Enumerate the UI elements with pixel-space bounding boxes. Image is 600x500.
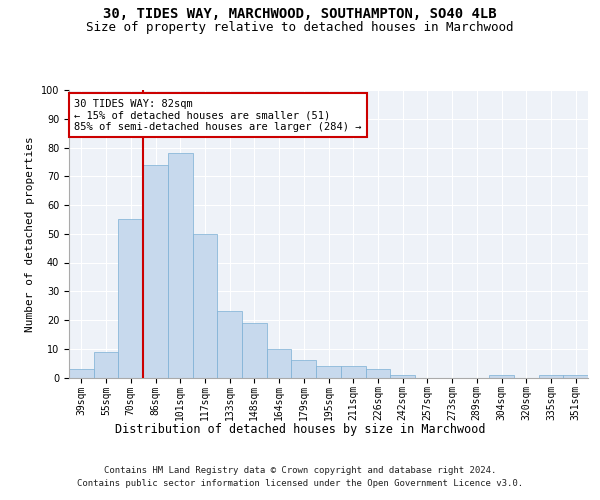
Bar	[316, 366, 341, 378]
Bar	[242, 323, 267, 378]
Bar	[489, 374, 514, 378]
Text: Size of property relative to detached houses in Marchwood: Size of property relative to detached ho…	[86, 21, 514, 34]
Text: Distribution of detached houses by size in Marchwood: Distribution of detached houses by size …	[115, 422, 485, 436]
Bar	[390, 374, 415, 378]
Bar	[267, 349, 292, 378]
Bar	[94, 352, 118, 378]
Text: 30, TIDES WAY, MARCHWOOD, SOUTHAMPTON, SO40 4LB: 30, TIDES WAY, MARCHWOOD, SOUTHAMPTON, S…	[103, 8, 497, 22]
Bar	[292, 360, 316, 378]
Bar	[563, 374, 588, 378]
Bar	[193, 234, 217, 378]
Bar	[341, 366, 365, 378]
Bar	[118, 220, 143, 378]
Bar	[143, 165, 168, 378]
Y-axis label: Number of detached properties: Number of detached properties	[25, 136, 35, 332]
Text: 30 TIDES WAY: 82sqm
← 15% of detached houses are smaller (51)
85% of semi-detach: 30 TIDES WAY: 82sqm ← 15% of detached ho…	[74, 98, 362, 132]
Bar	[217, 312, 242, 378]
Bar	[168, 153, 193, 378]
Bar	[69, 369, 94, 378]
Bar	[539, 374, 563, 378]
Text: Contains HM Land Registry data © Crown copyright and database right 2024.: Contains HM Land Registry data © Crown c…	[104, 466, 496, 475]
Text: Contains public sector information licensed under the Open Government Licence v3: Contains public sector information licen…	[77, 479, 523, 488]
Bar	[365, 369, 390, 378]
